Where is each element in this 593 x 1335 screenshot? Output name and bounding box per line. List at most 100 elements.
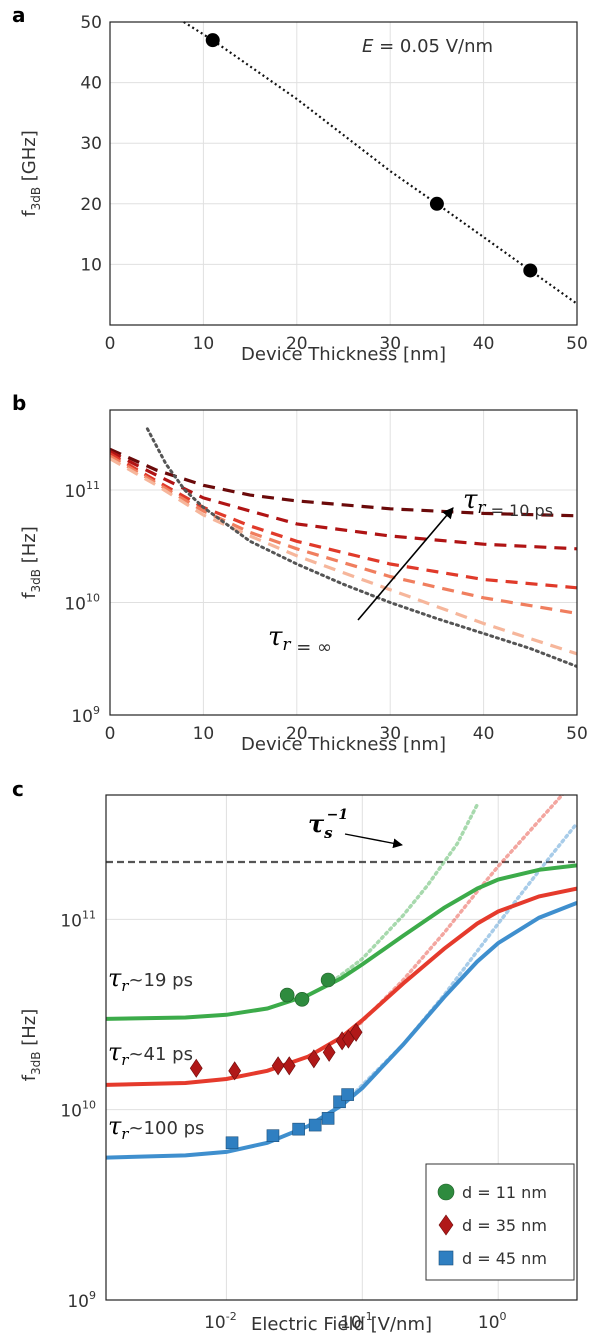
tau-sub: r [477,498,486,518]
x-tick-label: 50 [566,724,588,744]
series-line-4 [110,454,577,615]
series-line-5 [110,457,577,656]
series-line-1 [110,447,577,518]
tau-sup: −1 [327,807,348,823]
extrapolation-line [354,795,565,1030]
x-axis-label: Electric Field [V/nm] [251,1314,432,1335]
data-point [320,972,336,988]
data-point [349,1022,363,1042]
series-line-2 [110,450,577,551]
y-tick-label-exp: 10 [82,1099,96,1112]
y-tick-label: 50 [80,13,102,33]
y-axis-label-sub: 3dB [29,569,43,592]
x-tick-label: 40 [473,334,495,354]
data-point [292,1122,305,1136]
field-annotation-value: = 0.05 V/nm [373,36,493,57]
legend-label: d = 11 nm [462,1183,547,1202]
tau-sub: s [324,824,333,842]
tau-arrow [357,507,454,621]
data-point [282,1056,296,1076]
data-point [228,1061,242,1081]
extrapolation-line [354,821,577,1093]
x-tick-label: 10 [193,724,215,744]
data-point [308,1118,322,1132]
field-annotation: E = 0.05 V/nm [362,36,493,57]
curve-label: τr~100 ps [108,1112,204,1143]
y-axis-label-sub: 3dB [29,187,43,210]
data-point [225,1136,239,1150]
y-tick-label-base: 10 [64,595,86,615]
tau-value: ~100 ps [128,1118,204,1139]
x-tick-label: 10 [193,334,215,354]
extrapolation-line [330,802,479,984]
x-tick-label: 20 [286,724,308,744]
tau-sub: r [282,635,291,655]
panel-letter-c: c [12,777,24,801]
y-axis-label-rest: [Hz] [19,1009,40,1052]
x-tick-label-base: 10 [340,1313,362,1333]
data-point [189,1058,203,1078]
y-tick-label: 20 [80,195,102,215]
fit-line [106,886,577,1087]
tau-infinity-annotation: τr = ∞ [268,622,332,658]
y-tick-label: 1010 [60,1099,96,1122]
tau-symbol: τ [268,622,283,652]
field-annotation-symbol: E [362,36,374,57]
y-axis-label-rest: [GHz] [19,130,40,187]
legend: d = 11 nm d = 35 nm d = 45 nm [425,1163,575,1281]
series-line-tau-infinity [145,427,577,668]
x-tick-label: 20 [286,334,308,354]
y-tick-label-exp: 11 [82,908,96,921]
y-tick-label-base: 10 [60,911,82,931]
x-tick-label: 0 [105,334,116,354]
panel-letter-b: b [12,391,26,415]
data-point [271,1056,285,1076]
tau-s-arrow [344,833,403,849]
tau-sub: r [121,977,129,995]
x-tick-label: 30 [379,334,401,354]
fit-line [106,901,577,1160]
y-axis-label: f3dB [GHz] [19,130,43,217]
tau-symbol: τ [463,485,478,515]
x-tick-label-base: 10 [204,1313,226,1333]
plot-frame-c [105,794,578,1301]
tau-symbol: τ [308,809,325,838]
series-line-3 [110,452,577,590]
data-point [205,33,220,48]
y-tick-label: 1011 [60,908,96,931]
data-point [321,1112,335,1125]
curve-label: τr~41 ps [108,1038,193,1069]
data-point [341,1088,354,1101]
legend-marker [437,1183,455,1201]
x-tick-label: 10-2 [204,1310,237,1333]
legend-marker [438,1214,454,1236]
y-tick-label-exp: 9 [93,704,100,717]
y-tick-label: 1010 [64,592,100,615]
x-tick-label: 40 [473,724,495,744]
x-axis-label: Device Thickness [nm] [241,734,446,755]
tau-value: ~41 ps [128,1044,193,1065]
tau-10ps-annotation: τr = 10 ps [463,485,553,520]
curve-label: τr~19 ps [108,964,193,995]
y-axis-label: f3dB [Hz] [19,1009,43,1082]
legend-label: d = 45 nm [462,1249,547,1268]
y-axis-label-main: f [19,210,40,217]
x-axis-label: Device Thickness [nm] [241,344,446,365]
series-group-c [106,795,577,1160]
y-tick-label-base: 10 [67,1292,89,1312]
tau-value: = 10 ps [486,501,554,520]
data-point [279,987,295,1003]
legend-marker [438,1250,454,1266]
y-tick-label-base: 10 [60,1102,82,1122]
y-tick-label-exp: 10 [86,592,100,605]
x-tick-label: 50 [566,334,588,354]
data-point [523,263,538,278]
y-axis-label: f3dB [Hz] [19,526,43,599]
fit-line [106,863,577,1021]
tau-value: = ∞ [291,637,333,658]
x-tick-label-exp: -1 [362,1310,373,1323]
tau-symbol: τ [108,1038,122,1066]
tau-sub: r [121,1051,129,1069]
tau-symbol: τ [108,964,122,992]
data-point [266,1129,280,1142]
